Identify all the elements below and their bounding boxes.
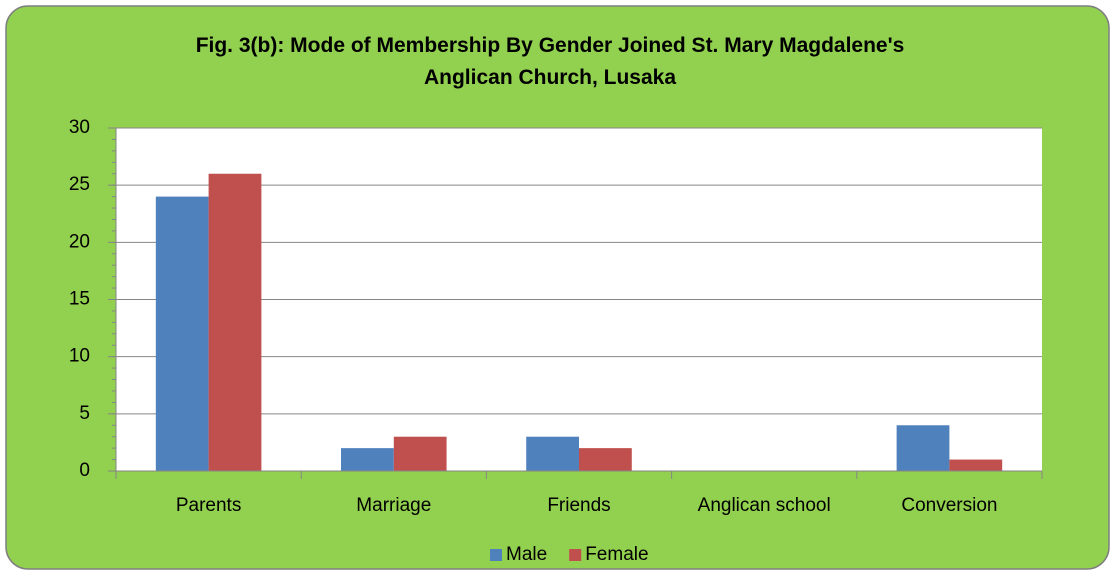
legend-label: Female xyxy=(585,544,648,565)
bar xyxy=(949,459,1003,471)
y-tick-label: 30 xyxy=(69,117,90,138)
y-tick-label: 5 xyxy=(79,403,90,424)
legend-label: Male xyxy=(506,544,547,565)
y-tick-label: 20 xyxy=(69,231,90,252)
x-tick-label: Parents xyxy=(176,495,241,516)
bar xyxy=(208,173,262,471)
chart-title: Fig. 3(b): Mode of Membership By Gender … xyxy=(195,34,905,89)
x-tick-label: Marriage xyxy=(356,495,431,516)
y-tick-label: 0 xyxy=(79,460,90,481)
y-tick-label: 25 xyxy=(69,174,90,195)
bar xyxy=(341,448,394,471)
legend-swatch xyxy=(490,549,502,561)
x-tick-label: Conversion xyxy=(901,495,997,516)
bar xyxy=(896,425,950,471)
x-tick-label: Friends xyxy=(547,495,610,516)
bar xyxy=(155,196,209,471)
bar xyxy=(579,448,632,471)
y-tick-label: 15 xyxy=(69,289,90,310)
y-tick-label: 10 xyxy=(69,346,90,367)
x-tick-label: Anglican school xyxy=(698,495,831,516)
legend-swatch xyxy=(569,549,582,561)
bar xyxy=(526,436,579,471)
bar xyxy=(393,436,447,471)
